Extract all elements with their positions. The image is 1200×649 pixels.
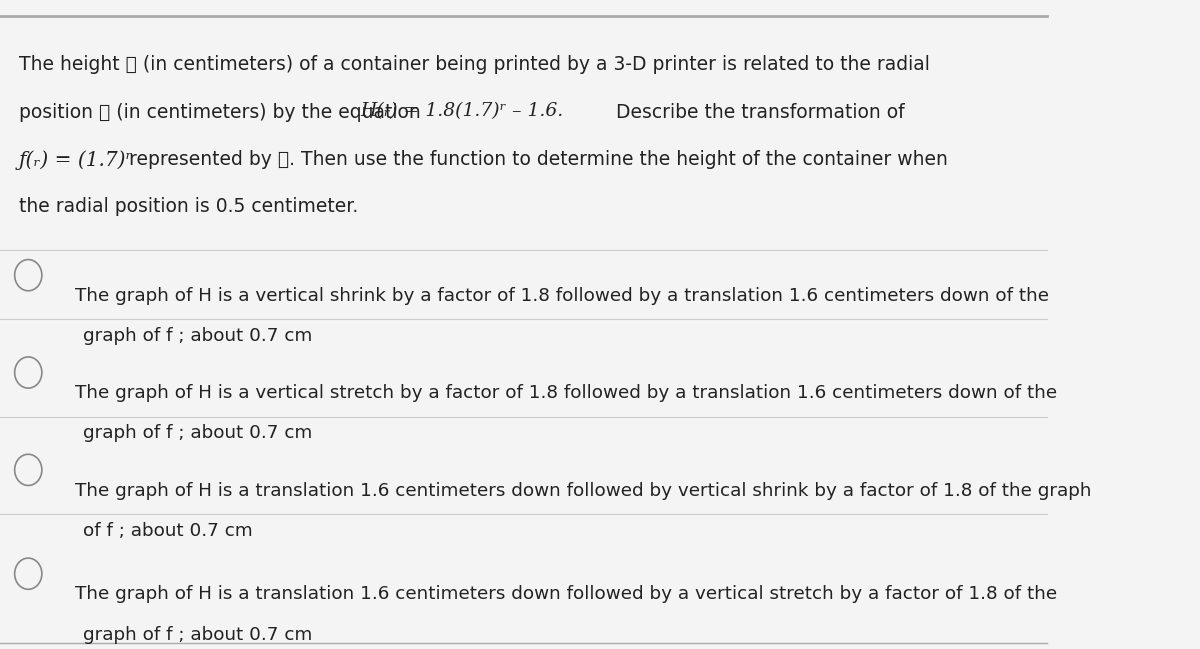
Text: position 𝑟 (in centimeters) by the equation: position 𝑟 (in centimeters) by the equat… <box>19 103 426 121</box>
Text: The graph of H is a vertical stretch by a factor of 1.8 followed by a translatio: The graph of H is a vertical stretch by … <box>76 384 1057 402</box>
Text: represented by 𝐻. Then use the function to determine the height of the container: represented by 𝐻. Then use the function … <box>124 150 948 169</box>
Text: The graph of H is a translation 1.6 centimeters down followed by vertical shrink: The graph of H is a translation 1.6 cent… <box>76 482 1092 500</box>
Text: graph of f ; about 0.7 cm: graph of f ; about 0.7 cm <box>83 626 312 644</box>
Text: H(ᵣ) = 1.8(1.7)ʳ – 1.6.: H(ᵣ) = 1.8(1.7)ʳ – 1.6. <box>360 103 564 121</box>
Text: of f ; about 0.7 cm: of f ; about 0.7 cm <box>83 522 252 540</box>
Text: graph of f ; about 0.7 cm: graph of f ; about 0.7 cm <box>83 424 312 443</box>
Text: The graph of H is a translation 1.6 centimeters down followed by a vertical stre: The graph of H is a translation 1.6 cent… <box>76 585 1057 604</box>
Text: graph of f ; about 0.7 cm: graph of f ; about 0.7 cm <box>83 327 312 345</box>
Text: the radial position is 0.5 centimeter.: the radial position is 0.5 centimeter. <box>19 197 358 216</box>
Text: The height 𝐻 (in centimeters) of a container being printed by a 3-D printer is r: The height 𝐻 (in centimeters) of a conta… <box>19 55 930 74</box>
Text: Describe the transformation of: Describe the transformation of <box>610 103 905 121</box>
Text: The graph of H is a vertical shrink by a factor of 1.8 followed by a translation: The graph of H is a vertical shrink by a… <box>76 287 1049 305</box>
Text: ƒ(ᵣ) = (1.7)ʳ: ƒ(ᵣ) = (1.7)ʳ <box>19 150 133 169</box>
